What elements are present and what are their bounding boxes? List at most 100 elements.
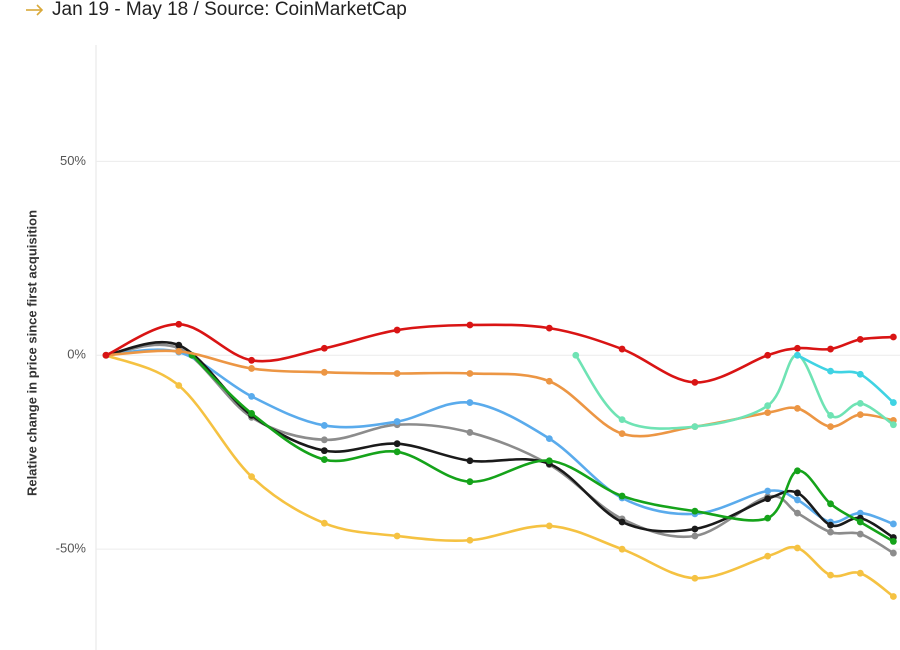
point	[827, 521, 834, 529]
point	[618, 518, 626, 526]
point	[175, 382, 183, 389]
line	[104, 343, 895, 555]
point	[466, 429, 474, 436]
line	[104, 349, 895, 438]
y-axis-label: Relative change in price since first acq…	[24, 210, 39, 496]
point	[827, 367, 834, 375]
point	[827, 411, 834, 419]
point	[794, 467, 801, 475]
point	[466, 478, 474, 486]
point	[856, 335, 864, 343]
point	[248, 356, 255, 364]
point	[794, 489, 801, 497]
point	[856, 530, 864, 538]
point	[393, 326, 401, 334]
point	[889, 593, 897, 600]
point	[889, 538, 897, 545]
point	[889, 333, 897, 341]
point	[764, 495, 772, 503]
point	[102, 351, 110, 359]
point	[794, 344, 801, 352]
line	[190, 353, 895, 543]
point	[764, 514, 772, 522]
line	[796, 353, 895, 404]
line	[104, 340, 895, 539]
subtitle: Jan 19 - May 18 / Source: CoinMarketCap	[52, 0, 407, 20]
point	[856, 509, 864, 517]
point	[889, 399, 897, 406]
point	[545, 324, 553, 332]
point	[827, 571, 834, 579]
point	[618, 492, 626, 500]
point	[827, 423, 834, 431]
point	[794, 404, 801, 412]
point	[889, 421, 897, 429]
point	[691, 574, 699, 582]
point	[618, 545, 626, 553]
point	[691, 423, 699, 431]
point	[175, 320, 183, 328]
point	[466, 399, 474, 406]
point	[827, 500, 834, 508]
line	[104, 348, 895, 526]
point	[618, 430, 626, 437]
y-tick-label: -50%	[56, 541, 87, 556]
point	[248, 410, 255, 417]
point	[248, 365, 255, 372]
point	[393, 418, 401, 425]
point	[856, 518, 864, 526]
series	[572, 351, 897, 431]
point	[764, 351, 772, 359]
subtitle-arrow	[26, 4, 44, 16]
point	[545, 522, 553, 530]
point	[175, 347, 183, 355]
point	[320, 368, 328, 376]
point	[320, 519, 328, 527]
series	[188, 351, 897, 545]
point	[827, 345, 834, 353]
series	[794, 351, 897, 406]
point	[545, 457, 553, 465]
point	[764, 409, 772, 417]
point	[856, 569, 864, 577]
point	[393, 448, 401, 456]
point	[889, 520, 897, 528]
point	[794, 509, 801, 517]
point	[691, 507, 699, 515]
point	[466, 370, 474, 377]
point	[466, 457, 474, 465]
point	[320, 344, 328, 352]
point	[691, 525, 699, 533]
point	[856, 399, 864, 407]
point	[545, 435, 553, 443]
point	[320, 436, 328, 444]
point	[764, 552, 772, 560]
point	[572, 351, 580, 359]
point	[856, 370, 864, 378]
point	[320, 422, 328, 429]
point	[248, 473, 255, 481]
series	[102, 351, 897, 600]
point	[248, 392, 255, 400]
point	[794, 544, 801, 552]
point	[393, 532, 401, 540]
point	[856, 411, 864, 418]
point	[691, 379, 699, 386]
point	[320, 447, 328, 455]
point	[764, 402, 772, 410]
point	[545, 377, 553, 385]
point	[794, 351, 801, 359]
y-tick-label: 0%	[67, 347, 86, 362]
point	[466, 536, 474, 544]
y-tick-label: 50%	[60, 153, 86, 168]
point	[691, 532, 699, 540]
point	[175, 341, 183, 349]
point	[466, 321, 474, 329]
point	[618, 345, 626, 353]
point	[393, 440, 401, 448]
point	[889, 549, 897, 557]
point	[794, 496, 801, 504]
point	[320, 456, 328, 463]
point	[827, 528, 834, 536]
